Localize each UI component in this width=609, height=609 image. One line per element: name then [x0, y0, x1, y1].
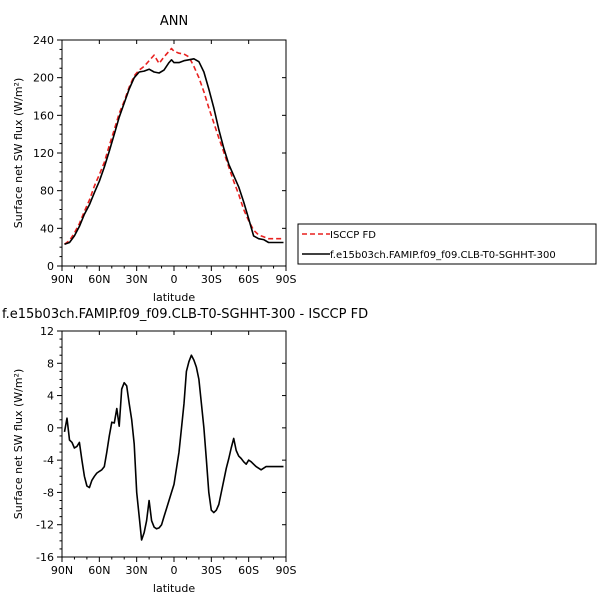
top-x-ticks: 90N 60N 30N 0 30S 60S 90S	[51, 40, 297, 286]
top-x-tick-label: 60N	[88, 273, 110, 286]
top-x-tick-label: 0	[171, 273, 178, 286]
bottom-x-tick-label: 60N	[88, 564, 110, 577]
bottom-x-axis-label: latitude	[153, 582, 195, 595]
bottom-y-ticks: -16 -12 -8 -4 0 4 8 12	[36, 325, 286, 564]
bottom-y-tick-label: 4	[47, 390, 54, 403]
bottom-x-ticks: 90N 60N 30N 0 30S 60S 90S	[51, 331, 297, 577]
legend-label-isccp: ISCCP FD	[330, 230, 376, 241]
top-chart-title: ANN	[160, 14, 188, 29]
bottom-x-tick-label: 30S	[201, 564, 222, 577]
legend-box	[297, 223, 597, 265]
bottom-plot-frame	[61, 330, 287, 558]
top-series-line-1	[64, 58, 284, 246]
bottom-x-tick-label: 0	[171, 564, 178, 577]
bottom-x-tick-label: 90N	[51, 564, 73, 577]
top-y-tick-label: 40	[40, 222, 54, 235]
bottom-y-tick-label: 12	[40, 325, 54, 338]
top-y-tick-label: 0	[47, 260, 54, 273]
bottom-y-tick-label: 8	[47, 357, 54, 370]
top-y-tick-label: 200	[33, 72, 54, 85]
bottom-y-tick-label: -4	[43, 454, 54, 467]
bottom-y-axis-label: Surface net SW flux (W/m²)	[12, 369, 25, 520]
bottom-y-tick-label: -8	[43, 486, 54, 499]
legend-label-model: f.e15b03ch.FAMIP.f09_f09.CLB-T0-SGHHT-30…	[330, 250, 556, 261]
top-series-lines	[64, 47, 284, 246]
bottom-x-tick-label: 90S	[276, 564, 297, 577]
bottom-y-tick-label: -16	[36, 551, 54, 564]
top-y-tick-label: 240	[33, 34, 54, 47]
bottom-series-lines	[63, 354, 284, 541]
bottom-x-tick-label: 30N	[126, 564, 148, 577]
top-y-tick-label: 120	[33, 147, 54, 160]
bottom-series-line-0	[63, 354, 284, 541]
bottom-x-tick-label: 60S	[238, 564, 259, 577]
top-y-tick-label: 80	[40, 185, 54, 198]
top-y-ticks: 0 40 80 120 160 200 240	[33, 34, 286, 273]
bottom-chart-title: f.e15b03ch.FAMIP.f09_f09.CLB-T0-SGHHT-30…	[2, 307, 368, 322]
bottom-y-tick-label: -12	[36, 519, 54, 532]
top-x-tick-label: 90S	[276, 273, 297, 286]
top-y-axis-label: Surface net SW flux (W/m²)	[12, 78, 25, 229]
top-x-axis-label: latitude	[153, 291, 195, 304]
top-x-tick-label: 60S	[238, 273, 259, 286]
legend: ISCCP FD f.e15b03ch.FAMIP.f09_f09.CLB-T0…	[297, 223, 597, 265]
top-y-tick-label: 160	[33, 109, 54, 122]
bottom-y-tick-label: 0	[47, 422, 54, 435]
top-x-tick-label: 30S	[201, 273, 222, 286]
top-series-line-0	[64, 47, 284, 245]
top-x-tick-label: 30N	[126, 273, 148, 286]
bottom-panel: f.e15b03ch.FAMIP.f09_f09.CLB-T0-SGHHT-30…	[2, 307, 368, 595]
top-x-tick-label: 90N	[51, 273, 73, 286]
